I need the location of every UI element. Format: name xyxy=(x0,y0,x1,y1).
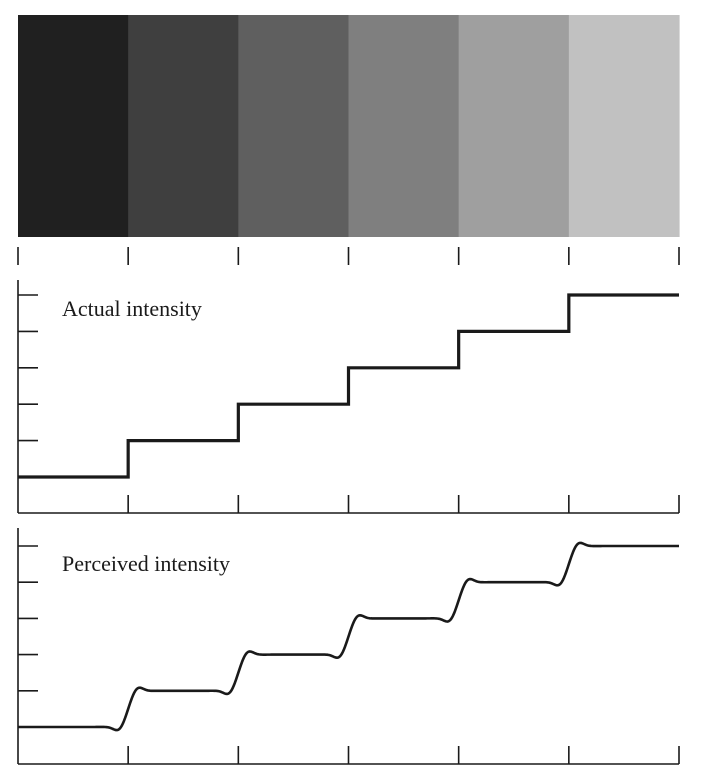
actual-intensity-axes xyxy=(17,280,680,514)
gray-band xyxy=(128,15,239,237)
actual-intensity-panel: Actual intensity xyxy=(17,280,680,514)
gray-band xyxy=(238,15,350,237)
gray-bands-strip xyxy=(18,15,680,237)
perceived-intensity-axes xyxy=(17,528,680,765)
gray-band xyxy=(348,15,460,237)
actual-intensity-label: Actual intensity xyxy=(62,296,202,321)
perceived-intensity-panel: Perceived intensity xyxy=(17,528,680,765)
perceived-intensity-line xyxy=(17,541,680,732)
perceived-intensity-label: Perceived intensity xyxy=(62,551,230,576)
gray-band xyxy=(568,15,680,237)
band-boundary-ticks xyxy=(17,247,680,265)
gray-band xyxy=(18,15,129,237)
gray-band xyxy=(458,15,570,237)
actual-intensity-line xyxy=(18,293,679,479)
